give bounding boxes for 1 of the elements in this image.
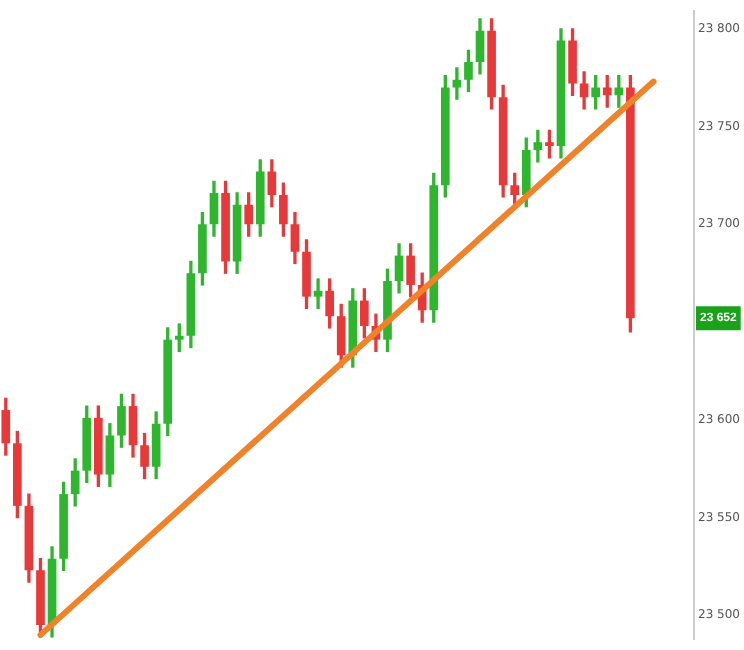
candlestick [313, 278, 323, 310]
